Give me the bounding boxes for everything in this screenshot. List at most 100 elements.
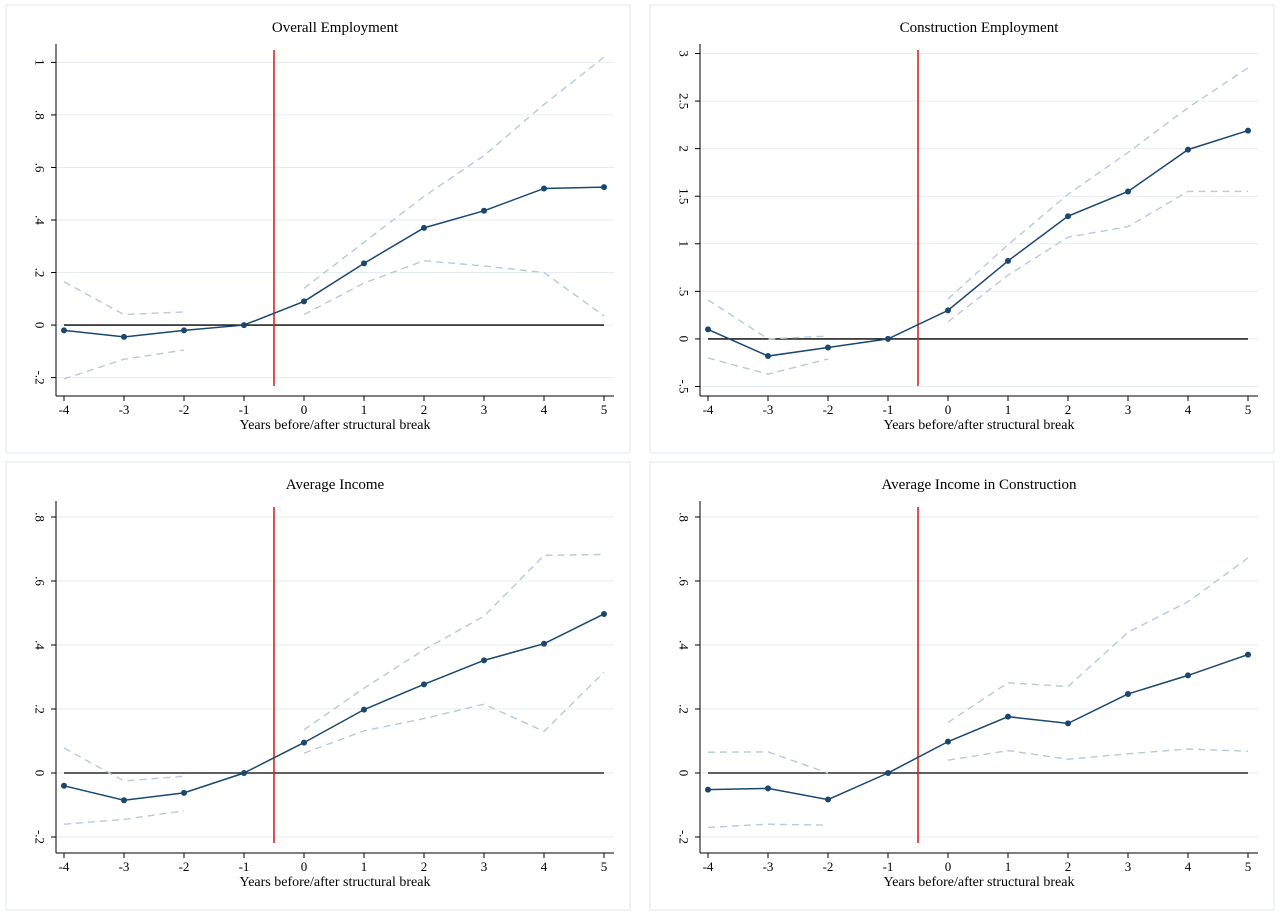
y-tick-label: 3 [677,50,692,57]
chart-panel-construction-employment: Construction Employment -.5 0 .5 1 1.5 2 2.5 3 -4… [644,0,1288,457]
chart-title: Average Income in Construction [881,477,1077,493]
chart-panel-overall-employment: Overall Employment -.2 0 .2 .4 .6 .8 1 -4 -3 -2 -1 0… [0,0,644,457]
estimate-line [63,186,605,338]
x-tick-label: 4 [541,859,548,874]
x-tick-label: 3 [1125,859,1132,874]
x-tick-label: 5 [601,859,608,874]
x-tick-label: 5 [1245,859,1252,874]
lower-ci-line [63,349,185,380]
chart-title: Overall Employment [272,20,399,36]
chart-construction-employment: Construction Employment -.5 0 .5 1 1.5 2 2.5 3 -4… [649,4,1275,454]
lower-ci-line [303,260,605,317]
x-tick-label: 2 [421,402,428,417]
x-tick-label: 2 [1065,402,1072,417]
x-tick-label: -1 [883,402,894,417]
y-tick-label: .2 [33,268,48,278]
estimate-point [765,353,771,360]
estimate-point [61,327,67,334]
chart-average-income-construction: Average Income in Construction -.2 0 .2 .4 .6… [649,461,1275,911]
x-tick-label: 3 [481,402,488,417]
estimate-point [945,738,951,745]
y-tick-label: 2.5 [677,93,692,109]
y-tick-label: .5 [677,286,692,296]
y-tick-label: .8 [33,110,48,120]
x-tick-label: -2 [823,859,834,874]
x-tick-label: 1 [1005,859,1012,874]
x-tick-label: -4 [59,402,70,417]
chart-overall-employment: Overall Employment -.2 0 .2 .4 .6 .8 1 -4 -3 -2 -1 0… [5,4,631,454]
x-tick-label: -3 [119,859,130,874]
estimate-point [885,335,891,342]
estimate-point [301,298,307,305]
x-tick-label: 3 [1125,402,1132,417]
estimate-line [707,653,1249,801]
x-tick-label: 2 [1065,859,1072,874]
estimate-point [825,796,831,803]
upper-ci-line [303,553,605,731]
upper-ci-line [947,557,1249,724]
estimate-point [1125,690,1131,697]
x-tick-label: 1 [361,859,368,874]
estimate-point [241,770,247,776]
x-tick-label: -2 [823,402,834,417]
x-tick-label: -3 [119,402,130,417]
estimate-point [1065,720,1071,727]
estimate-point [765,785,771,792]
y-tick-label: .8 [33,512,48,522]
y-tick-label: -.5 [677,379,692,393]
x-tick-label: 1 [361,402,368,417]
estimate-point [361,706,367,713]
x-tick-label: 0 [301,402,308,417]
chart-title: Construction Employment [900,20,1060,36]
y-tick-label: 0 [33,770,48,777]
x-tick-label: -4 [59,859,70,874]
estimate-point [1065,213,1071,220]
x-tick-label: 1 [1005,402,1012,417]
y-tick-label: 1 [33,59,48,66]
y-tick-label: 1 [677,241,692,248]
lower-ci-line [707,357,829,375]
x-tick-label: 4 [1185,859,1192,874]
x-tick-label: 4 [541,402,548,417]
y-tick-label: 0 [677,770,692,777]
x-tick-label: 0 [301,859,308,874]
x-tick-label: -3 [763,859,774,874]
x-tick-label: -1 [239,859,250,874]
estimate-point [421,224,427,231]
x-axis-label: Years before/after structural break [884,875,1075,890]
estimate-point [121,797,127,804]
lower-ci-line [947,748,1249,761]
x-axis-label: Years before/after structural break [884,418,1075,433]
upper-ci-line [947,67,1249,300]
estimate-point [481,657,487,664]
y-tick-label: -.2 [677,830,692,844]
y-tick-label: .6 [677,576,692,586]
x-tick-label: 5 [1245,402,1252,417]
estimate-point [705,326,711,333]
estimate-point [825,344,831,351]
estimate-point [1005,257,1011,264]
x-axis-label: Years before/after structural break [240,418,431,433]
estimate-point [541,640,547,647]
y-tick-label: .8 [677,512,692,522]
x-tick-label: -2 [179,859,190,874]
y-tick-label: .6 [33,576,48,586]
estimate-point [361,260,367,267]
y-tick-label: .2 [677,704,692,714]
x-tick-label: 5 [601,402,608,417]
chart-panel-average-income-construction: Average Income in Construction -.2 0 .2 .4 .6… [644,457,1288,914]
y-tick-label: .4 [33,640,48,650]
y-tick-label: .2 [33,704,48,714]
estimate-point [705,786,711,793]
x-tick-label: 0 [945,402,952,417]
estimate-point [1185,146,1191,153]
upper-ci-line [63,747,185,782]
estimate-point [1185,672,1191,679]
estimate-point [541,185,547,192]
y-tick-label: .4 [33,215,48,225]
x-tick-label: 0 [945,859,952,874]
estimate-line [63,613,605,801]
upper-ci-line [707,299,829,340]
panel-frame [649,4,1275,454]
x-axis-label: Years before/after structural break [240,875,431,890]
